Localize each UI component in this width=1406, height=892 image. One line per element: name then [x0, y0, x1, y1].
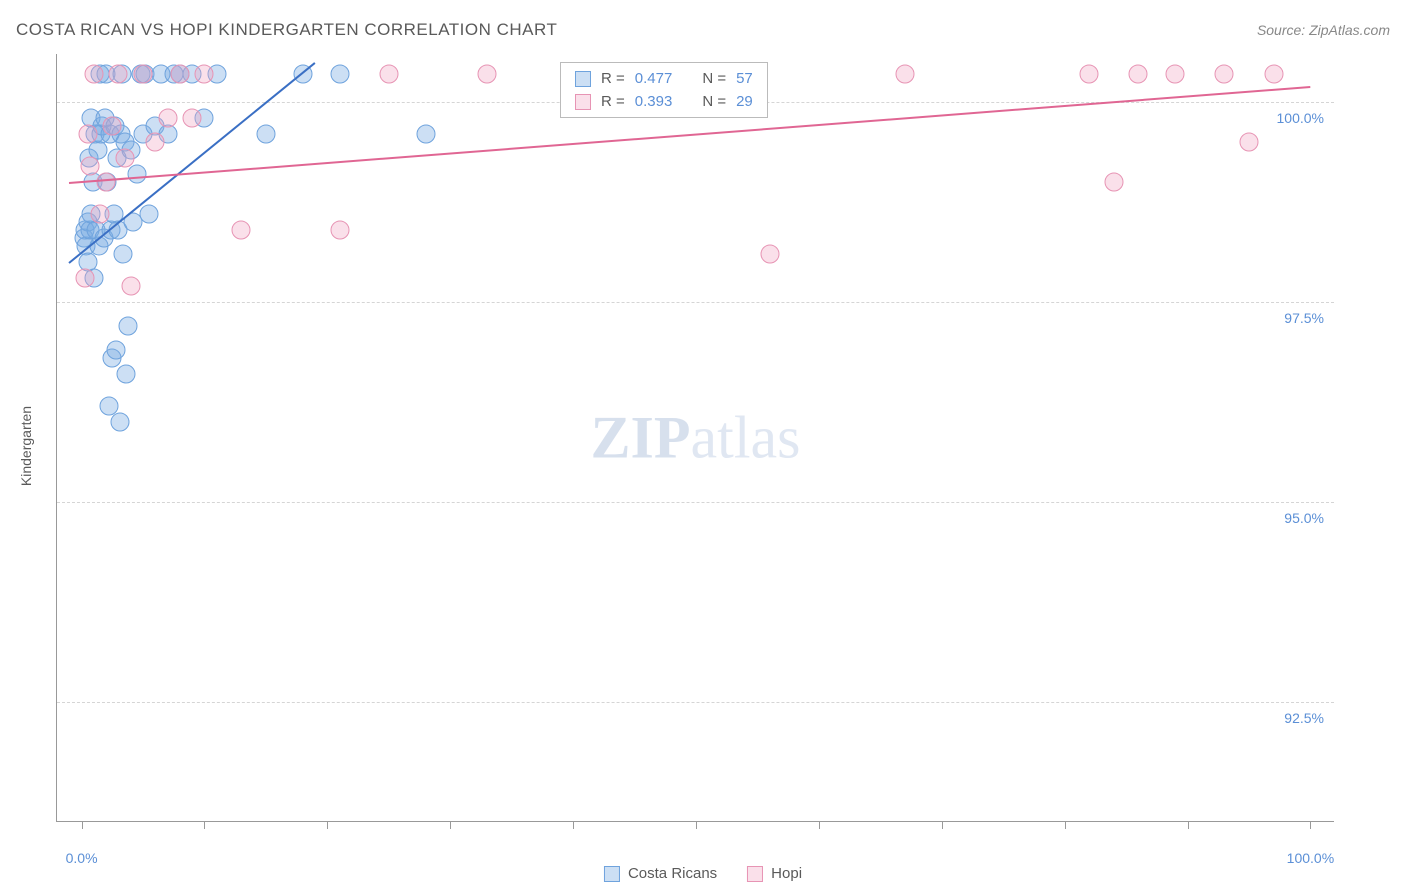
data-point: [78, 125, 97, 144]
data-point: [170, 65, 189, 84]
legend-item: Costa Ricans: [604, 865, 717, 882]
data-point: [1166, 65, 1185, 84]
data-point: [478, 65, 497, 84]
data-point: [1239, 133, 1258, 152]
data-point: [256, 125, 275, 144]
data-point: [134, 65, 153, 84]
legend-swatch: [575, 94, 591, 110]
legend-item: Hopi: [747, 865, 802, 882]
r-label: R =: [601, 93, 625, 110]
n-label: N =: [702, 70, 726, 87]
trend-line: [69, 62, 316, 264]
data-point: [760, 245, 779, 264]
data-point: [1080, 65, 1099, 84]
legend-swatch: [575, 71, 591, 87]
data-point: [158, 109, 177, 128]
legend-label: Hopi: [771, 865, 802, 882]
y-axis-title: Kindergarten: [18, 406, 34, 486]
n-label: N =: [702, 93, 726, 110]
data-point: [140, 205, 159, 224]
data-point: [1104, 173, 1123, 192]
r-value: 0.477: [635, 70, 673, 87]
data-point: [330, 65, 349, 84]
data-point: [115, 149, 134, 168]
x-tick-label: 100.0%: [1287, 850, 1334, 866]
data-point: [97, 173, 116, 192]
y-tick-label: 100.0%: [1277, 110, 1324, 126]
data-point: [1264, 65, 1283, 84]
data-point: [330, 221, 349, 240]
stats-legend-row: R = 0.477 N = 57: [561, 67, 767, 90]
data-point: [76, 269, 95, 288]
gridline: [57, 302, 1334, 303]
data-point: [1129, 65, 1148, 84]
data-point: [91, 205, 110, 224]
x-tick: [1065, 821, 1066, 829]
n-value: 57: [736, 70, 753, 87]
x-tick: [327, 821, 328, 829]
legend-swatch: [747, 866, 763, 882]
scatter-plot: ZIPatlas 92.5%95.0%97.5%100.0%0.0%100.0%: [56, 54, 1334, 822]
chart-title: COSTA RICAN VS HOPI KINDERGARTEN CORRELA…: [16, 20, 557, 40]
data-point: [1215, 65, 1234, 84]
data-point: [121, 277, 140, 296]
watermark-rest: atlas: [691, 404, 801, 470]
legend-swatch: [604, 866, 620, 882]
y-tick-label: 97.5%: [1284, 310, 1324, 326]
data-point: [895, 65, 914, 84]
legend-label: Costa Ricans: [628, 865, 717, 882]
data-point: [106, 341, 125, 360]
data-point: [146, 133, 165, 152]
data-point: [195, 65, 214, 84]
x-tick: [573, 821, 574, 829]
x-tick: [1310, 821, 1311, 829]
chart-source: Source: ZipAtlas.com: [1257, 22, 1390, 38]
gridline: [57, 502, 1334, 503]
r-label: R =: [601, 70, 625, 87]
x-tick: [450, 821, 451, 829]
x-tick: [696, 821, 697, 829]
data-point: [110, 413, 129, 432]
watermark-bold: ZIP: [591, 404, 691, 470]
data-point: [84, 65, 103, 84]
x-tick: [1188, 821, 1189, 829]
data-point: [116, 365, 135, 384]
data-point: [81, 157, 100, 176]
watermark: ZIPatlas: [591, 403, 801, 472]
data-point: [119, 317, 138, 336]
data-point: [109, 65, 128, 84]
x-tick: [204, 821, 205, 829]
stats-legend-row: R = 0.393 N = 29: [561, 90, 767, 113]
x-tick: [942, 821, 943, 829]
data-point: [103, 117, 122, 136]
data-point: [232, 221, 251, 240]
data-point: [416, 125, 435, 144]
stats-legend: R = 0.477 N = 57 R = 0.393 N = 29: [560, 62, 768, 118]
data-point: [379, 65, 398, 84]
gridline: [57, 702, 1334, 703]
data-point: [127, 165, 146, 184]
x-tick: [819, 821, 820, 829]
x-tick: [82, 821, 83, 829]
chart-header: COSTA RICAN VS HOPI KINDERGARTEN CORRELA…: [16, 20, 1390, 40]
r-value: 0.393: [635, 93, 673, 110]
series-legend: Costa Ricans Hopi: [604, 865, 802, 882]
data-point: [183, 109, 202, 128]
y-tick-label: 92.5%: [1284, 710, 1324, 726]
x-tick-label: 0.0%: [66, 850, 98, 866]
data-point: [114, 245, 133, 264]
n-value: 29: [736, 93, 753, 110]
y-tick-label: 95.0%: [1284, 510, 1324, 526]
